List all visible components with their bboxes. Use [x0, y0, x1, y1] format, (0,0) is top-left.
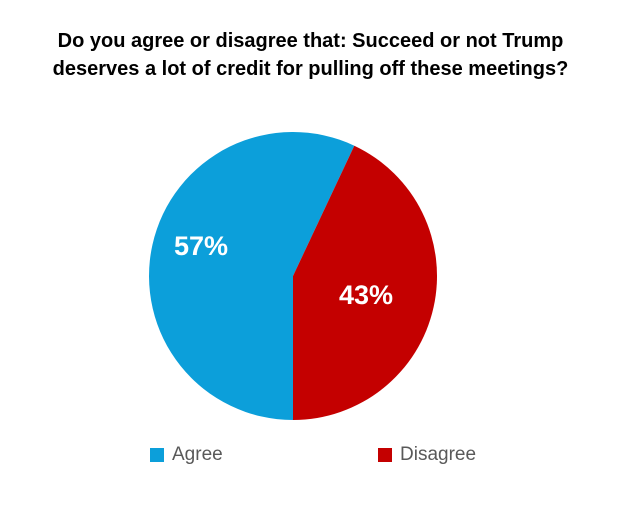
legend-swatch-disagree [378, 448, 392, 462]
legend-swatch-agree [150, 448, 164, 462]
legend: Agree Disagree [0, 444, 621, 468]
legend-item-disagree: Disagree [378, 444, 476, 466]
chart-title: Do you agree or disagree that: Succeed o… [52, 30, 569, 80]
legend-label-agree: Agree [172, 444, 223, 465]
pie-data-label-agree: 57% [174, 231, 228, 261]
pie-slice-agree [149, 132, 355, 420]
pie-slice-disagree [293, 145, 438, 420]
legend-label-disagree: Disagree [400, 444, 477, 465]
legend-item-agree: Agree [150, 444, 223, 466]
pie-data-label-disagree: 43% [339, 280, 393, 310]
